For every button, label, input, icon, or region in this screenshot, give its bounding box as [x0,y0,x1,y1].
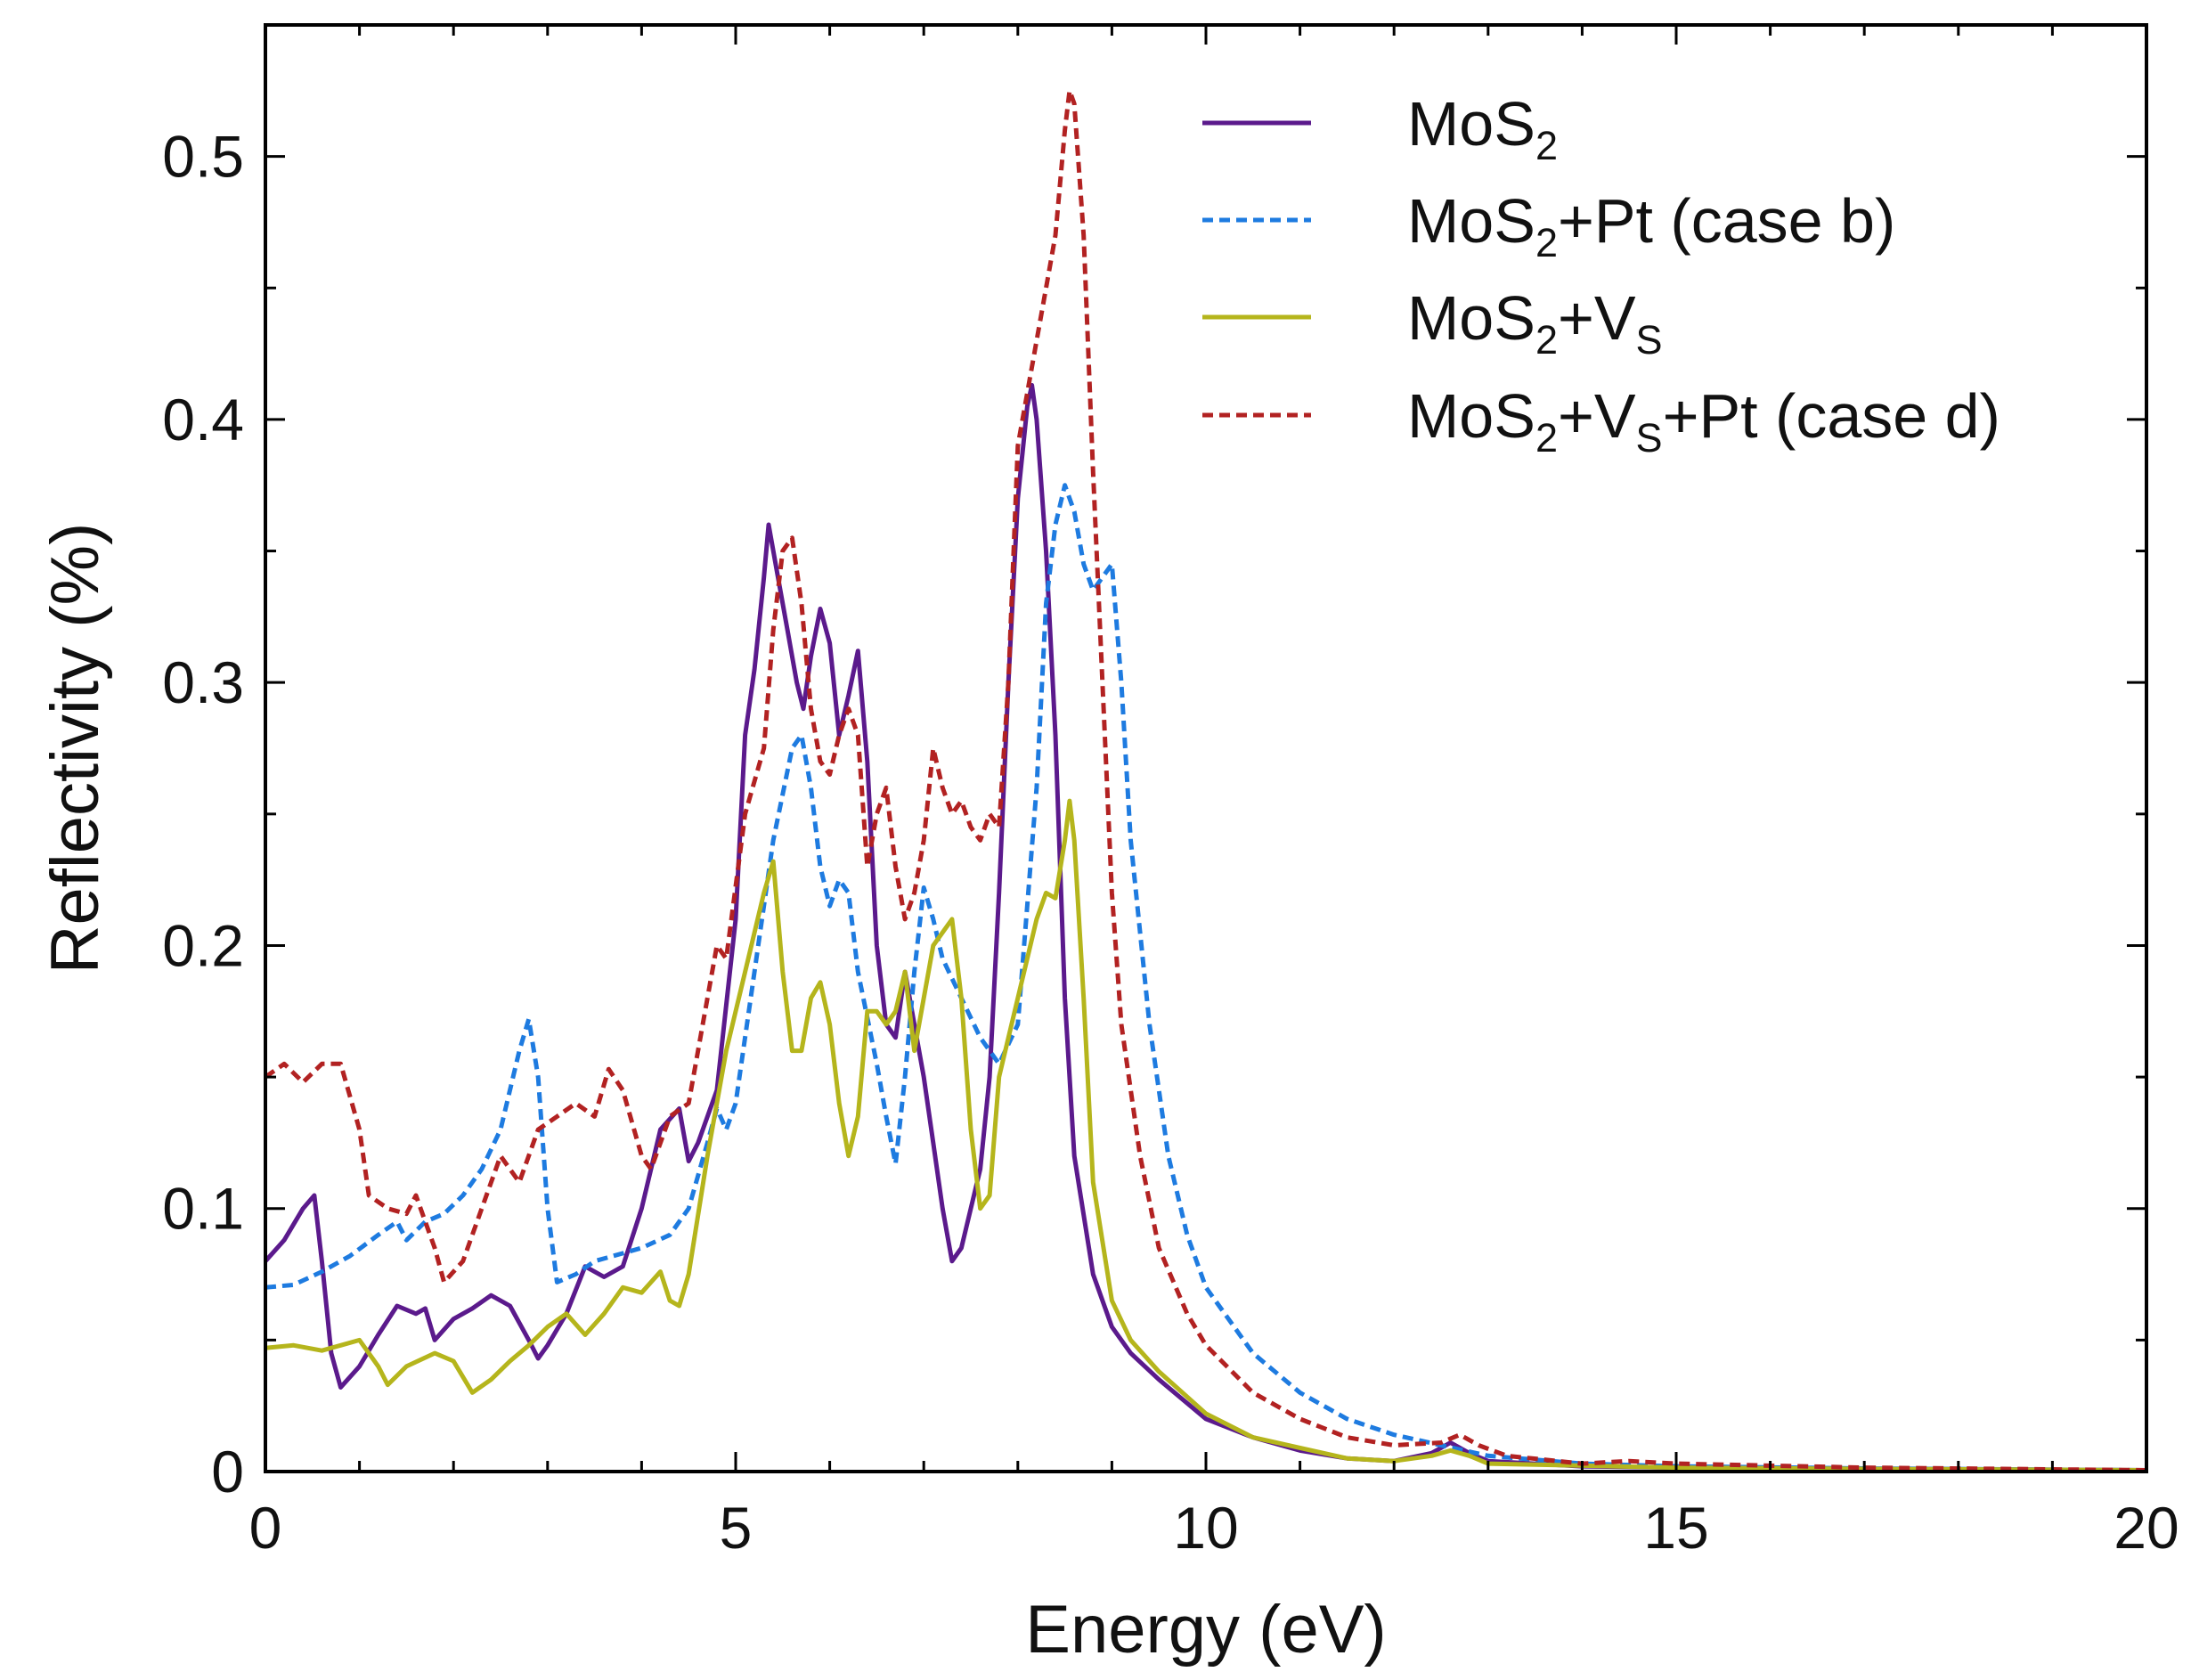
ticks-layer [264,23,2148,1473]
series-line-4 [265,88,2146,1472]
x-tick-label: 0 [249,1495,282,1561]
y-axis-title: Reflectivity (%) [37,523,113,975]
y-tick-label: 0.3 [162,649,244,715]
x-tick-label: 20 [2114,1495,2179,1561]
x-tick-label: 10 [1173,1495,1238,1561]
series-line-2 [265,483,2146,1472]
legend-label-3: MoS2+VS [1407,283,1663,363]
series-line-1 [265,383,2146,1472]
legend-label-1: MoS2 [1407,89,1558,168]
x-axis-title: Energy (eV) [1025,1592,1387,1668]
x-tick-label: 15 [1643,1495,1708,1561]
legend: MoS2 MoS2+Pt (case b) MoS2+VS MoS2+VS+Pt (c… [1202,89,2000,461]
tick-labels-layer: 0 5 10 15 20 0 0.1 0.2 0.3 0.4 0.5 [162,124,2179,1561]
y-tick-label: 0 [211,1439,244,1505]
y-tick-label: 0.2 [162,912,244,978]
y-tick-label: 0.1 [162,1176,244,1242]
series-line-3 [265,798,2146,1472]
y-tick-label: 0.5 [162,124,244,190]
legend-label-2: MoS2+Pt (case b) [1407,186,1895,265]
y-tick-label: 0.4 [162,387,244,453]
legend-label-4: MoS2+VS+Pt (case d) [1407,381,2000,461]
series-layer [265,88,2146,1472]
x-tick-label: 5 [720,1495,753,1561]
